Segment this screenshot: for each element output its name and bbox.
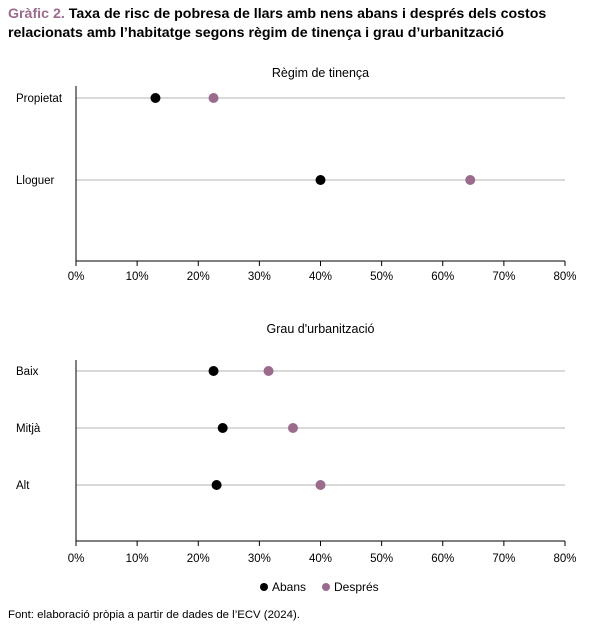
point-desprs-mitjà: [287, 423, 298, 433]
point-desprs-baix: [263, 366, 274, 376]
figure-title-text: Taxa de risc de pobresa de llars amb nen…: [8, 6, 547, 41]
category-label: Propietat: [16, 93, 63, 105]
x-tick-label: 50%: [370, 553, 393, 565]
legend-label-2: Després: [334, 580, 379, 594]
x-tick-label: 20%: [187, 553, 210, 565]
x-tick-label: 20%: [187, 271, 210, 283]
category-label: Baix: [16, 366, 39, 378]
x-tick-label: 80%: [553, 553, 576, 565]
point-desprs-alt: [315, 480, 326, 490]
x-tick-label: 10%: [126, 553, 149, 565]
legend-label-1: Abans: [272, 580, 306, 594]
legend-marker-2: [322, 583, 330, 591]
source-note: Font: elaboració pròpia a partir de dade…: [8, 609, 300, 621]
x-tick-label: 60%: [431, 271, 454, 283]
chart-panel-1: Règim de tinença Propietat Lloguer 0% 10% 20%…: [16, 66, 577, 283]
point-desprs-lloguer: [465, 175, 476, 185]
x-tick-label: 10%: [126, 271, 149, 283]
x-tick-label: 0%: [68, 271, 85, 283]
category-label: Lloguer: [16, 175, 55, 187]
point-abans-propietat: [150, 93, 161, 103]
figure-label: Gràfic 2.: [8, 6, 65, 22]
x-tick-label: 70%: [492, 271, 515, 283]
panel-title: Grau d'urbanització: [266, 322, 374, 336]
point-abans-mitjà: [217, 423, 228, 433]
legend-marker-1: [260, 583, 268, 591]
point-abans-alt: [211, 480, 222, 490]
category-label: Mitjà: [16, 423, 41, 435]
x-tick-label: 50%: [370, 271, 393, 283]
x-tick-label: 40%: [309, 553, 332, 565]
chart-panel-2: Grau d'urbanització Baix Mitjà Alt 0% 10% 20% 3…: [16, 322, 577, 565]
point-abans-lloguer: [315, 175, 326, 185]
x-tick-label: 60%: [431, 553, 454, 565]
x-tick-label: 80%: [553, 271, 576, 283]
x-tick-label: 0%: [68, 553, 85, 565]
x-tick-label: 40%: [309, 271, 332, 283]
point-abans-baix: [208, 366, 219, 376]
point-desprs-propietat: [208, 93, 219, 103]
legend: Abans Després: [260, 580, 379, 594]
figure-title: Gràfic 2. Taxa de risc de pobresa de lla…: [8, 5, 583, 43]
x-tick-label: 30%: [248, 271, 271, 283]
x-tick-label: 30%: [248, 553, 271, 565]
category-label: Alt: [16, 480, 30, 492]
x-tick-label: 70%: [492, 553, 515, 565]
panel-title: Règim de tinença: [272, 66, 369, 80]
